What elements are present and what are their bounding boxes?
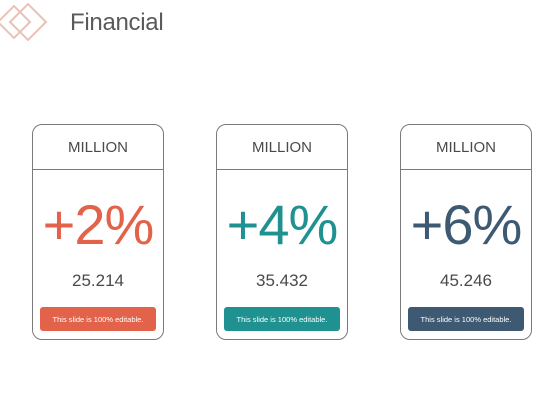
- note-banner: This slide is 100% editable.: [40, 307, 156, 331]
- slide-title: Financial: [70, 9, 164, 36]
- card-header: MILLION: [401, 125, 531, 170]
- percent-change: +2%: [42, 193, 155, 256]
- note-banner: This slide is 100% editable.: [408, 307, 524, 331]
- card-value: 25.214: [72, 271, 124, 290]
- card-header: MILLION: [217, 125, 347, 170]
- card-header: MILLION: [33, 125, 163, 170]
- stat-card-2: MILLION +4% 35.432 This slide is 100% ed…: [216, 124, 348, 340]
- stat-card-1: MILLION +2% 25.214 This slide is 100% ed…: [32, 124, 164, 340]
- card-value: 35.432: [256, 271, 308, 290]
- note-banner: This slide is 100% editable.: [224, 307, 340, 331]
- diamond-logo-icon: [0, 2, 48, 42]
- card-value: 45.246: [440, 271, 492, 290]
- percent-change: +6%: [410, 193, 523, 256]
- stat-card-3: MILLION +6% 45.246 This slide is 100% ed…: [400, 124, 532, 340]
- percent-change: +4%: [226, 193, 339, 256]
